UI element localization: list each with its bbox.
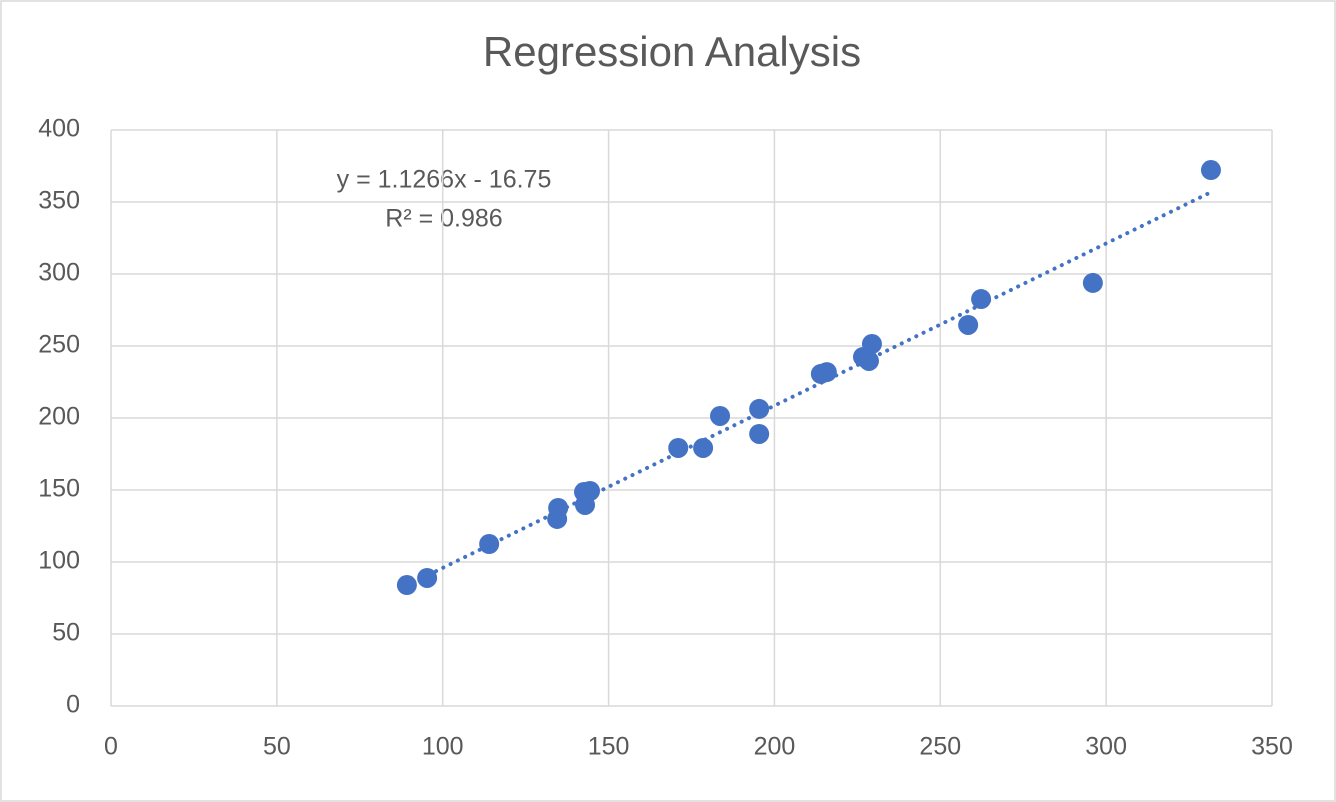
y-tick-label: 200 [38, 403, 80, 431]
data-point [816, 362, 837, 383]
data-point [668, 437, 689, 458]
trendline [404, 190, 1213, 588]
y-tick-label: 400 [38, 115, 80, 143]
x-tick-label: 100 [422, 733, 464, 761]
x-tick-label: 200 [754, 733, 796, 761]
y-tick-label: 250 [38, 331, 80, 359]
x-tick-label: 350 [1251, 733, 1293, 761]
data-point [749, 423, 770, 444]
data-point [1200, 160, 1221, 181]
data-point [396, 575, 417, 596]
data-point [1082, 272, 1103, 293]
data-point [858, 350, 879, 371]
data-point [861, 333, 882, 354]
x-tick-label: 300 [1085, 733, 1127, 761]
data-point [971, 289, 992, 310]
x-tick-label: 150 [588, 733, 630, 761]
data-point [479, 534, 500, 554]
chart-title: Regression Analysis [483, 28, 861, 75]
data-point [749, 398, 770, 419]
y-tick-label: 100 [38, 547, 80, 575]
trendline-r2: R² = 0.986 [385, 205, 502, 233]
x-tick-label: 250 [919, 733, 961, 761]
data-point [693, 437, 714, 458]
x-tick-label: 0 [104, 733, 118, 761]
data-point [579, 481, 600, 502]
trendline-equation: y = 1.1266x - 16.75 [337, 166, 552, 194]
y-tick-label: 0 [66, 691, 80, 719]
data-point [417, 567, 438, 588]
data-point [958, 314, 979, 335]
data-point [710, 405, 731, 426]
x-tick-label: 50 [263, 733, 291, 761]
y-tick-label: 50 [52, 619, 80, 647]
data-point [548, 498, 569, 518]
y-tick-label: 350 [38, 187, 80, 215]
y-tick-label: 300 [38, 259, 80, 287]
y-tick-label: 150 [38, 475, 80, 503]
